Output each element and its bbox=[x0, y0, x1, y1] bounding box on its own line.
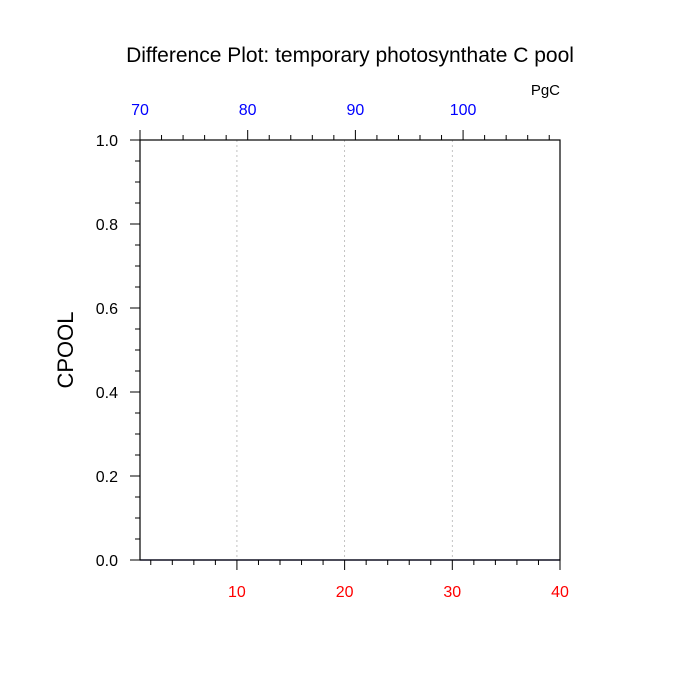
left-tick-label: 1.0 bbox=[96, 133, 118, 150]
bottom-tick-label: 20 bbox=[336, 584, 354, 601]
grid-lines bbox=[140, 140, 560, 561]
left-tick-label: 0.0 bbox=[96, 553, 118, 570]
top-tick-label: 100 bbox=[450, 102, 477, 119]
bottom-tick-label: 30 bbox=[443, 584, 461, 601]
left-tick-label: 0.8 bbox=[96, 217, 118, 234]
tick-labels: 10 20 30 40 70 80 90 100 0.0 0.2 0.4 0.6 0.8 1.0 bbox=[96, 102, 569, 601]
left-tick-label: 0.4 bbox=[96, 385, 118, 402]
y-axis-label: CPOOL bbox=[53, 311, 78, 388]
left-tick-label: 0.2 bbox=[96, 469, 118, 486]
axis-ticks bbox=[130, 130, 561, 570]
top-tick-label: 90 bbox=[346, 102, 364, 119]
plot-area-frame bbox=[139, 139, 561, 561]
chart-title: Difference Plot: temporary photosynthate… bbox=[126, 44, 574, 67]
top-tick-label: 80 bbox=[239, 102, 257, 119]
bottom-tick-label: 40 bbox=[551, 584, 569, 601]
top-axis-unit-label: PgC bbox=[531, 82, 560, 99]
left-tick-label: 0.6 bbox=[96, 301, 118, 318]
bottom-tick-label: 10 bbox=[228, 584, 246, 601]
top-tick-label: 70 bbox=[131, 102, 149, 119]
